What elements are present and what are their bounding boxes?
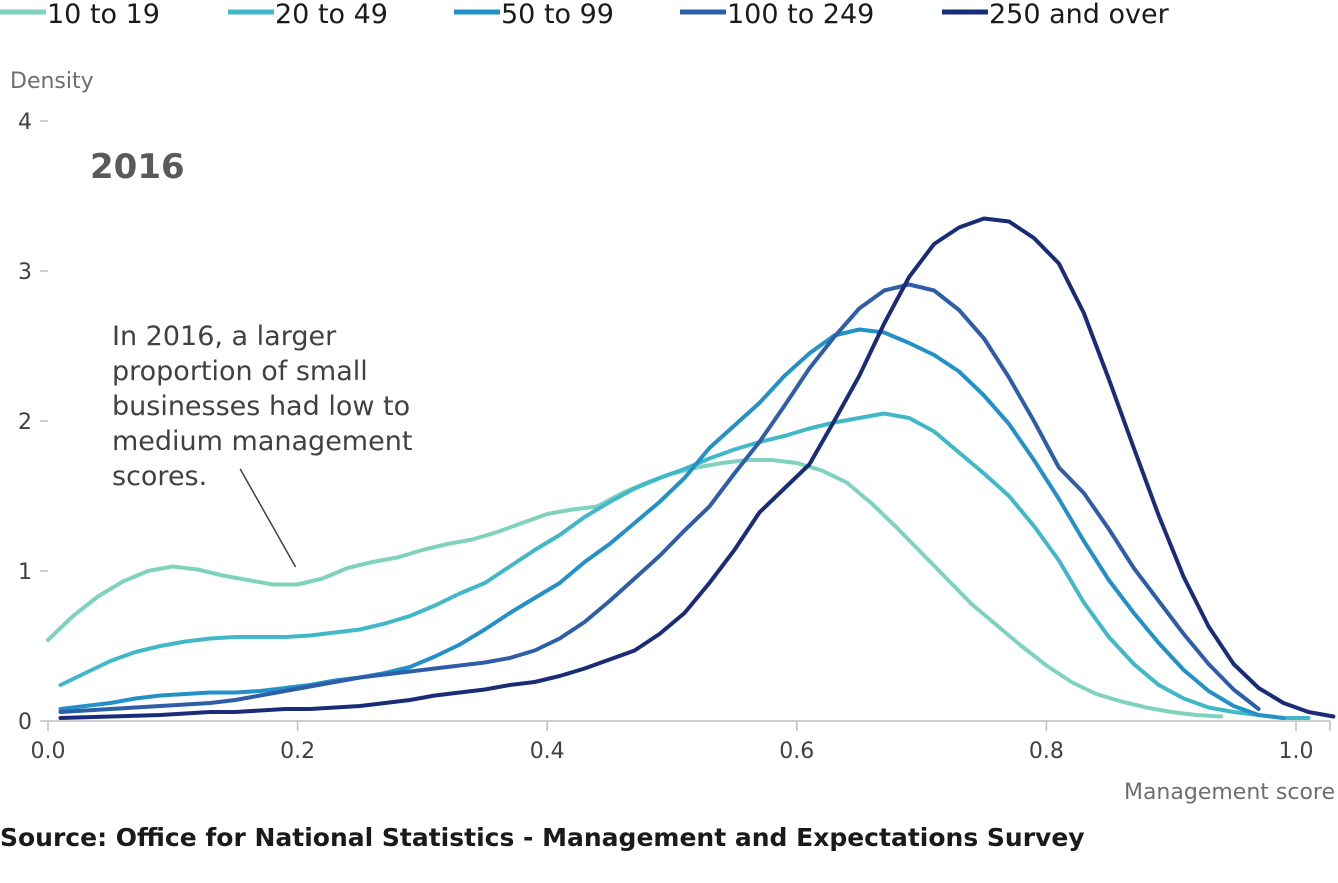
annotation: In 2016, a larger proportion of small busi… xyxy=(112,321,412,568)
y-tick-label: 4 xyxy=(18,110,32,135)
annotation-line: businesses had low to xyxy=(112,391,410,422)
legend-label: 10 to 19 xyxy=(47,0,160,30)
plot-area xyxy=(46,216,1336,720)
x-tick-label: 0.4 xyxy=(530,739,565,764)
series-line-3 xyxy=(58,282,1261,714)
series-line-1 xyxy=(58,411,1311,720)
x-axis: 0.0 0.2 0.4 0.6 0.8 1.0 xyxy=(31,721,1331,764)
y-tick-label: 2 xyxy=(18,410,32,435)
x-tick-label: 1.0 xyxy=(1279,739,1314,764)
y-tick-label: 0 xyxy=(18,710,32,735)
x-tick-label: 0.8 xyxy=(1029,739,1064,764)
series-line-0 xyxy=(46,458,1224,719)
legend: 10 to 19 20 to 49 50 to 99 100 to 249 250 an… xyxy=(0,0,1170,30)
series-line-4 xyxy=(58,216,1336,720)
y-axis: 0 1 2 3 4 xyxy=(18,110,48,735)
legend-label: 250 and over xyxy=(989,0,1170,30)
chart-title: 2016 xyxy=(90,147,185,187)
annotation-pointer xyxy=(239,468,297,568)
x-axis-title: Management score xyxy=(1124,780,1335,805)
legend-label: 20 to 49 xyxy=(275,0,388,30)
x-tick-label: 0.6 xyxy=(779,739,814,764)
annotation-line: proportion of small xyxy=(112,356,368,387)
annotation-line: medium management xyxy=(112,426,412,457)
x-tick-label: 0.2 xyxy=(280,739,315,764)
annotation-line: scores. xyxy=(112,461,207,492)
legend-label: 50 to 99 xyxy=(501,0,614,30)
y-axis-title: Density xyxy=(10,69,94,94)
series-line-2 xyxy=(58,327,1286,720)
y-tick-label: 1 xyxy=(18,560,32,585)
source-note: Source: Office for National Statistics -… xyxy=(0,823,1085,852)
x-tick-label: 0.0 xyxy=(31,739,66,764)
y-tick-label: 3 xyxy=(18,260,32,285)
legend-label: 100 to 249 xyxy=(727,0,874,30)
annotation-line: In 2016, a larger xyxy=(112,321,337,352)
